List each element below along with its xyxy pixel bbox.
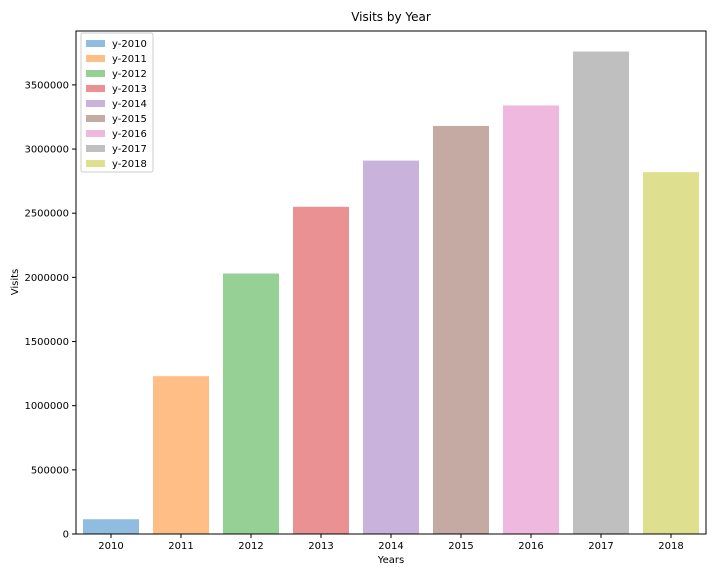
legend-swatch xyxy=(86,160,105,167)
legend-label: y-2017 xyxy=(112,144,147,155)
bar-2018 xyxy=(643,172,699,534)
bar-2016 xyxy=(503,105,559,535)
x-tick-label: 2011 xyxy=(168,541,193,552)
y-tick-label: 500000 xyxy=(31,465,69,476)
bar-2014 xyxy=(363,160,419,534)
bar-2013 xyxy=(293,206,349,535)
legend-label: y-2014 xyxy=(112,99,147,110)
x-axis-label: Years xyxy=(377,555,404,566)
legend-swatch xyxy=(86,85,105,92)
bar-2015 xyxy=(433,125,489,534)
x-tick-label: 2012 xyxy=(238,541,263,552)
y-tick-label: 3000000 xyxy=(24,145,69,156)
y-tick-label: 2000000 xyxy=(24,273,69,284)
legend-label: y-2010 xyxy=(112,39,147,50)
legend-swatch xyxy=(86,100,105,107)
legend-swatch xyxy=(86,130,105,137)
legend-label: y-2012 xyxy=(112,69,147,80)
legend-label: y-2011 xyxy=(112,54,147,65)
bar-2012 xyxy=(223,273,279,534)
y-axis-ticks: 0 500000 1000000 1500000 2000000 2500000 30000… xyxy=(24,80,76,541)
x-tick-label: 2016 xyxy=(518,541,543,552)
legend-swatch xyxy=(86,40,105,47)
y-tick-label: 0 xyxy=(63,530,69,541)
legend-box xyxy=(80,32,154,173)
x-tick-label: 2014 xyxy=(378,541,403,552)
x-tick-label: 2018 xyxy=(658,541,683,552)
x-tick-label: 2013 xyxy=(308,541,333,552)
x-axis-ticks: 2010 2011 2012 2013 2014 2015 2016 2017 2018 xyxy=(98,534,684,552)
legend-swatch xyxy=(86,145,105,152)
x-tick-label: 2017 xyxy=(588,541,613,552)
bar-2017 xyxy=(573,51,629,534)
y-axis-label: Visits xyxy=(10,269,21,296)
legend: y-2010 y-2011 y-2012 y-2013 y-2014 y-2015 y-20… xyxy=(80,32,154,173)
x-tick-label: 2010 xyxy=(98,541,123,552)
y-tick-label: 2500000 xyxy=(24,209,69,220)
bars-group xyxy=(83,51,699,535)
legend-swatch xyxy=(86,115,105,122)
x-tick-label: 2015 xyxy=(448,541,473,552)
y-tick-label: 3500000 xyxy=(24,80,69,91)
legend-label: y-2016 xyxy=(112,129,147,140)
legend-label: y-2013 xyxy=(112,84,147,95)
bar-2011 xyxy=(153,376,209,534)
legend-label: y-2015 xyxy=(112,114,147,125)
legend-swatch xyxy=(86,55,105,62)
y-tick-label: 1500000 xyxy=(24,337,69,348)
legend-label: y-2018 xyxy=(112,159,147,170)
bar-2010 xyxy=(83,519,139,534)
chart-title: Visits by Year xyxy=(351,10,431,24)
y-tick-label: 1000000 xyxy=(24,401,69,412)
legend-swatch xyxy=(86,70,105,77)
